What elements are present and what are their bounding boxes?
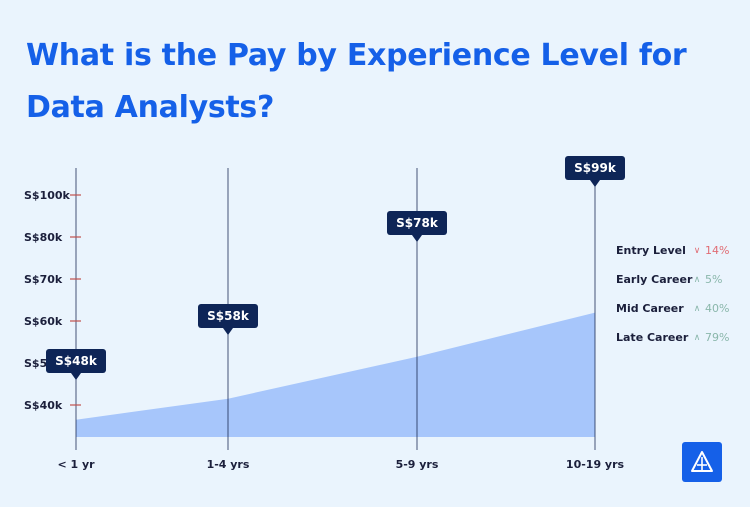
y-tick-label: S$80k (24, 231, 63, 244)
legend-item: Entry Level ∨ 14% (616, 236, 729, 265)
y-tick-label: S$70k (24, 273, 63, 286)
data-label: S$78k (396, 216, 439, 230)
data-label-callout: S$99k (565, 156, 625, 187)
chevron-down-icon: ∨ (693, 245, 701, 256)
legend-item: Late Career ∧ 79% (616, 323, 729, 352)
legend-label: Entry Level (616, 244, 686, 257)
y-tick-label: S$60k (24, 315, 63, 328)
legend-value: 5% (705, 273, 723, 286)
x-tick-label: < 1 yr (57, 458, 95, 471)
x-tick-label: 5-9 yrs (396, 458, 439, 471)
legend-value: 14% (705, 244, 730, 257)
chevron-up-icon: ∧ (693, 274, 701, 285)
y-tick-label: S$40k (24, 399, 63, 412)
legend: Entry Level ∨ 14% Early Career ∧ 5% Mid Career… (616, 236, 729, 352)
legend-label: Mid Career (616, 302, 684, 315)
legend-label: Early Career (616, 273, 693, 286)
y-tick-label: S$100k (24, 189, 71, 202)
chart-title: What is the Pay by Experience Level for … (26, 38, 687, 125)
x-tick-label: 10-19 yrs (566, 458, 625, 471)
chevron-up-icon: ∧ (693, 303, 701, 314)
legend-item: Early Career ∧ 5% (616, 265, 729, 294)
chevron-up-icon: ∧ (693, 332, 701, 343)
area-series (76, 312, 595, 437)
legend-value: 40% (705, 302, 730, 315)
data-label: S$48k (55, 354, 98, 368)
data-label: S$99k (574, 161, 617, 175)
legend-label: Late Career (616, 331, 689, 344)
legend-value: 79% (705, 331, 730, 344)
data-label: S$58k (207, 309, 250, 323)
data-label-callout: S$48k (46, 349, 106, 380)
x-tick-label: 1-4 yrs (207, 458, 250, 471)
triangle-logo-icon (691, 451, 713, 472)
data-label-callout: S$78k (387, 211, 447, 242)
legend-item: Mid Career ∧ 40% (616, 294, 729, 323)
data-label-callout: S$58k (198, 304, 258, 335)
logo (682, 442, 722, 482)
